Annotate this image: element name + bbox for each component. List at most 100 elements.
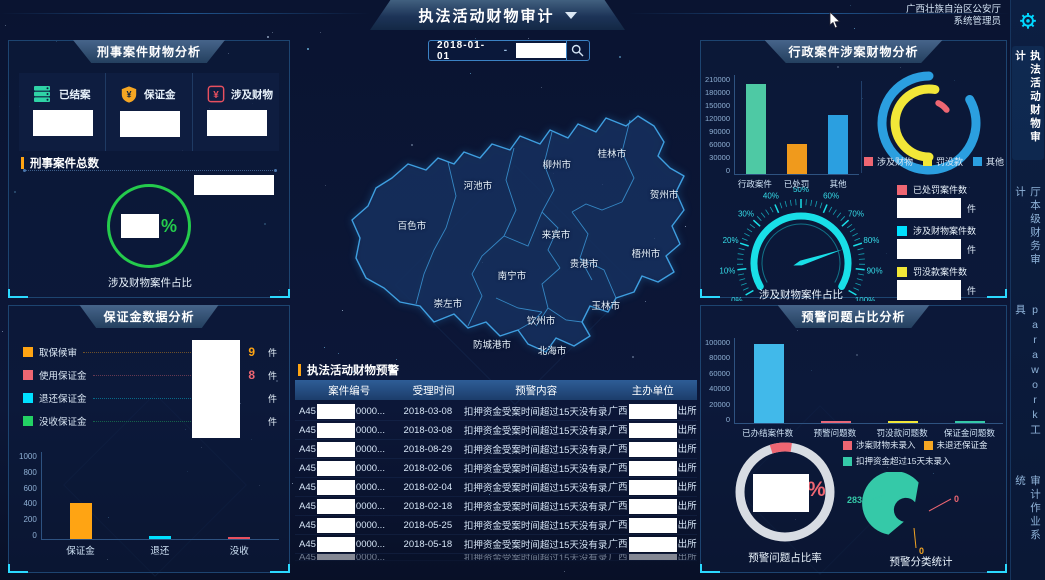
table-row[interactable]: A45 0000... 2018-08-29 扣押资金受案时间超过15天没有录入 广西出… (295, 440, 697, 459)
table-row[interactable]: A45 0000... 2018-02-04 扣押资金受案时间超过15天没有录入 广西出… (295, 478, 697, 497)
legend-row: 使用保证金 8 件 (23, 367, 277, 383)
right-sidebar: 执法活动财物审计厅本级财务审计 parawork工具审计作业系统 (1010, 0, 1045, 580)
section-title: 执法活动财物预警 (307, 365, 399, 377)
dotted-divider (23, 169, 277, 172)
org-cell: 广西 出所 (609, 422, 697, 438)
donut-svg (877, 71, 981, 175)
criminal-ratio-ring: % (107, 184, 191, 268)
accept-date-cell: 2018-02-06 (403, 462, 453, 474)
accept-date-cell: 2018-08-29 (403, 443, 453, 455)
legend-label: 没收保证金 (39, 417, 87, 428)
pie-slice (862, 471, 919, 535)
user-name[interactable]: 系统管理员 (953, 16, 1001, 27)
date-range-separator: - (503, 45, 509, 56)
gauge-tick-label: 90% (867, 267, 883, 276)
y-tick-label: 180000 (705, 88, 731, 97)
accept-date-cell: 2018-02-04 (403, 481, 453, 493)
legend-label: 罚没款 (935, 157, 963, 167)
redaction-box (897, 280, 961, 300)
gauge-caption: 涉及财物案件占比 (759, 289, 843, 301)
city-label: 桂林市 (597, 149, 627, 160)
y-axis: 100000 80000 60000 40000 20000 0 (705, 338, 734, 424)
warning-ratio-panel: 预警问题占比分析 100000 80000 60000 40000 20000 0 已办结案… (700, 305, 1007, 573)
redaction-box (753, 474, 809, 512)
decor-line (0, 13, 370, 14)
table-row[interactable]: A45 0000... 2018-02-06 扣押资金受案时间超过15天没有录入 广西出… (295, 459, 697, 478)
warning-table-header: 执法活动财物预警 (298, 362, 399, 378)
legend-label: 罚没款案件数 (913, 267, 968, 277)
ratio-ring-svg (735, 442, 835, 542)
sidebar-item-1[interactable]: 厅本级财务审计 (1014, 185, 1041, 267)
legend-swatch (23, 347, 33, 357)
city-label: 来宾市 (541, 230, 571, 241)
stat-label: 涉及财物 (231, 88, 273, 101)
table-row[interactable]: A45 0000... 2018-05-18 扣押资金受案时间超过15天没有录入 广西出… (295, 535, 697, 554)
map-regions (351, 115, 685, 353)
bar (887, 420, 918, 423)
redaction-box (628, 517, 677, 533)
org-cell: 广西 出所 (609, 403, 697, 419)
dotted-leader (92, 420, 233, 422)
table-row[interactable]: A45 0000... 2018-02-18 扣押资金受案时间超过15天没有录入 广西出… (295, 497, 697, 516)
admin-bar-chart: 210000 180000 150000 120000 90000 60000 30000 0… (705, 75, 859, 190)
case-number-cell: A45 0000... (295, 517, 404, 533)
chevron-down-icon[interactable] (564, 11, 577, 19)
corner-accent (700, 289, 720, 298)
warning-content-cell: 扣押资金受案时间超过15天没有录入 (463, 554, 609, 561)
redaction-box (192, 340, 240, 438)
mouse-cursor (829, 12, 841, 29)
bar (954, 421, 985, 423)
gauge-tick-label: 30% (738, 210, 754, 219)
accent-bar (298, 364, 301, 376)
col-header: 预警内容 (515, 384, 558, 397)
criminal-property-panel: 刑事案件财物分析 已结案 ¥ 保证金 (8, 40, 290, 298)
x-tick-label: 预警问题数 (813, 428, 857, 438)
property-yuan-icon: ¥ (207, 85, 225, 103)
warning-table: A45 0000... 2018-03-08 扣押资金受案时间超过15天没有录入 广西出… (295, 402, 697, 561)
dotted-leader (83, 351, 233, 353)
accept-date-cell: 2018-05-25 (403, 519, 453, 531)
y-tick-label: 150000 (705, 101, 731, 110)
date-range-control[interactable]: 2018-01-01 - (428, 39, 590, 62)
table-row[interactable]: A45 0000... 2018-05-25 扣押资金受案时间超过15天没有录入 广西出… (295, 516, 697, 535)
legend-row: 取保候审 9 件 (23, 344, 277, 360)
gauge-legend-value-row: 件 (897, 280, 1005, 300)
unit-label: 件 (267, 347, 277, 358)
redaction-box (316, 536, 355, 552)
x-tick-label: 行政案件 (737, 179, 772, 189)
y-tick-label: 100000 (705, 338, 731, 347)
y-tick-label: 400 (23, 499, 37, 509)
city-label: 崇左市 (433, 299, 463, 310)
sidebar-item-0[interactable]: 执法活动财物审计 (1012, 45, 1044, 160)
gauge-tick-label: 100% (855, 296, 875, 301)
donut-ring (877, 71, 981, 175)
search-button[interactable] (565, 41, 589, 60)
org-cell: 广西 出所 (609, 460, 697, 476)
criminal-total-header: 刑事案件总数 (21, 155, 99, 171)
stat-bail: ¥ 保证金 (106, 73, 193, 151)
org-name: 广西壮族自治区公安厅 (905, 4, 1001, 15)
x-tick-label: 已办结案件数 (742, 428, 794, 438)
unit-label: 件 (267, 416, 277, 427)
y-tick-label: 30000 (709, 153, 731, 162)
table-row[interactable]: A45 0000... 2018-03-08 扣押资金受案时间超过15天没有录入 广西出… (295, 421, 697, 440)
redaction-box (628, 422, 677, 438)
gauge-tick-label: 80% (863, 236, 879, 245)
guangxi-map[interactable]: 河池市 桂林市 柳州市 贺州市 百色市 来宾市 梧州市 贵港市 南宁市 玉林市 崇左市 钦州市 防城港市… (296, 60, 701, 360)
sidebar-item-3[interactable]: 审计作业系统 (1014, 474, 1041, 543)
warning-content-cell: 扣押资金受案时间超过15天没有录入 (463, 521, 609, 532)
bar (228, 537, 251, 539)
accept-date-cell: 2018-03-08 (403, 424, 453, 436)
table-row[interactable]: A45 0000... 2018-03-08 扣押资金受案时间超过15天没有录入 广西出… (295, 402, 697, 421)
start-date-field[interactable]: 2018-01-01 (437, 39, 486, 62)
case-number-cell: A45 0000... (295, 403, 404, 419)
donut-ring (935, 100, 950, 113)
gear-icon[interactable] (1019, 12, 1037, 30)
sidebar-item-2[interactable]: parawork工具 (1014, 304, 1041, 438)
y-tick-label: 80000 (709, 353, 731, 363)
redaction-box (120, 111, 180, 137)
table-row[interactable]: A45 0000... 扣押资金受案时间超过15天没有录入 广西 出所 (295, 554, 697, 561)
corner-accent (8, 564, 28, 573)
bar-slot (818, 75, 859, 174)
y-tick-label: 0 (725, 414, 731, 424)
